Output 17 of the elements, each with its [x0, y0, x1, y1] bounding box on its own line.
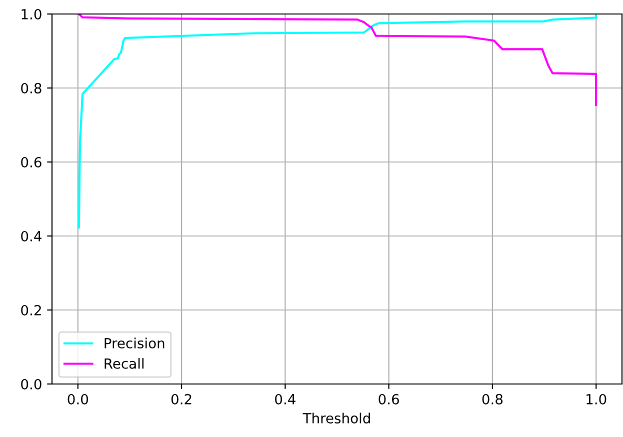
y-tick-label: 0.8 [21, 82, 42, 94]
y-tick-label: 0.4 [21, 230, 42, 242]
line-series [78, 14, 598, 106]
x-tick-label: 0.6 [378, 394, 399, 404]
x-tick-label: 0.4 [275, 394, 296, 404]
y-tick-label: 0.2 [21, 304, 41, 316]
x-tick-label: 0.8 [482, 394, 503, 404]
x-tick-label: 1.0 [586, 394, 606, 404]
x-tick-label: 0.2 [171, 394, 192, 404]
x-axis-title: Threshold [302, 412, 370, 424]
y-tick-label: 0.0 [21, 378, 42, 390]
legend-label: Precision [104, 338, 164, 348]
y-tick-label: 1.0 [22, 8, 42, 20]
legend-label: Recall [104, 358, 144, 369]
line-series [78, 14, 598, 229]
y-tick-label: 0.6 [21, 156, 42, 168]
x-tick-label: 0.0 [68, 394, 88, 404]
